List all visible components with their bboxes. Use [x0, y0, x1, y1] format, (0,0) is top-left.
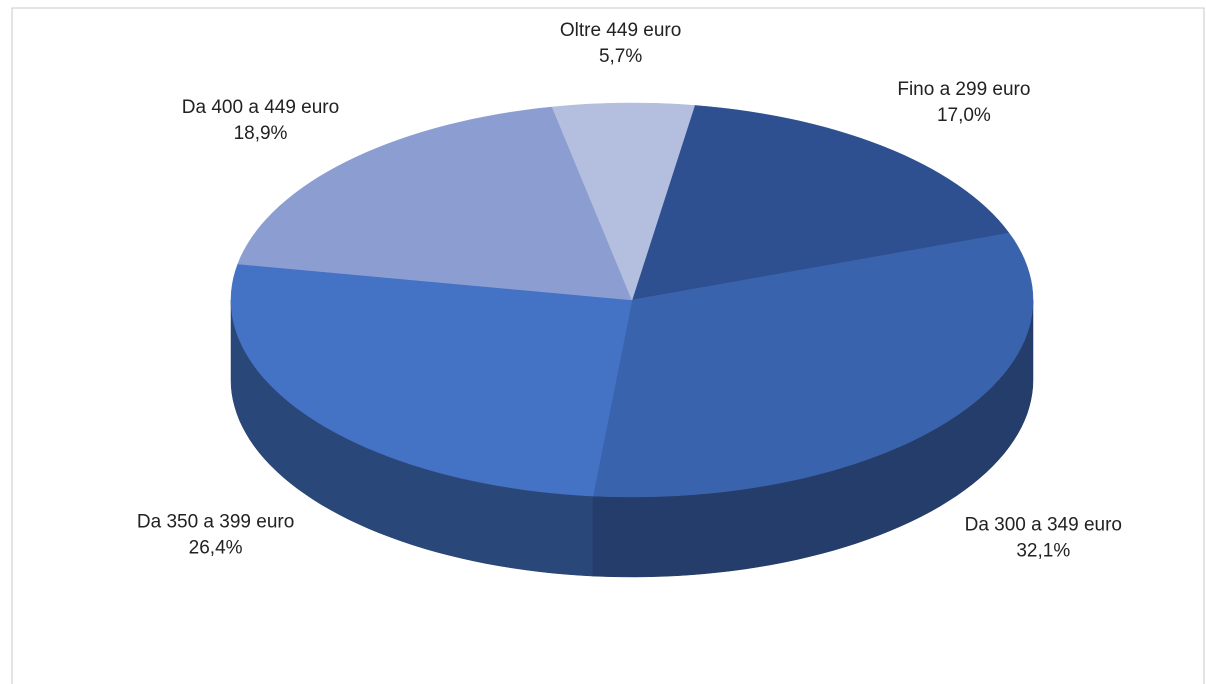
value-label: 26,4% [189, 538, 243, 559]
category-label: Oltre 449 euro [560, 20, 681, 41]
data-labels: Fino a 299 euro 17,0% Da 300 a 349 euro 32,… [137, 20, 1122, 562]
slice [631, 105, 1010, 301]
pie-tops [230, 102, 1034, 498]
category-label: Da 350 a 399 euro [137, 512, 294, 533]
slice [592, 232, 1034, 498]
slice [551, 102, 696, 301]
value-label: 17,0% [937, 105, 991, 126]
category-label: Da 400 a 449 euro [182, 97, 339, 118]
value-label: 5,7% [599, 46, 642, 67]
category-label: Da 300 a 349 euro [965, 515, 1122, 536]
slice [237, 106, 633, 301]
category-label: Fino a 299 euro [897, 79, 1030, 100]
slice [230, 263, 633, 497]
chart-frame [11, 7, 1205, 684]
value-label: 32,1% [1016, 541, 1070, 562]
value-label: 18,9% [234, 123, 288, 144]
